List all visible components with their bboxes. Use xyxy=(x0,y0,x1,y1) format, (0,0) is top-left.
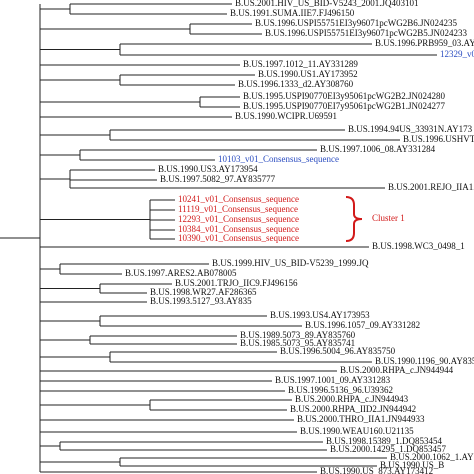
leaf-label: 10103_v01_Consensus_sequence xyxy=(218,154,339,164)
leaf-label: B.US.1997.ARES2.AB078005 xyxy=(125,268,237,278)
leaf-label: 10390_v01_Consensus_sequence xyxy=(178,233,299,243)
leaf-label: B.US.1990.1196_90.AY835756 xyxy=(375,356,474,366)
leaf-label: B.US.1998.WR27.AF286365 xyxy=(150,287,257,297)
leaf-label: B.US.1990.US_873.AY173412 xyxy=(320,466,433,474)
leaf-label: B.US.2000.THRO_IIA1.JN944933 xyxy=(297,414,425,424)
leaf-label: 11119_v01_Consensus_sequence xyxy=(178,204,298,214)
leaf-label: B.US.1990.WCIPR.U69591 xyxy=(235,111,337,121)
leaf-label: B.US.1995.USPI90770EI7y95061pcWG2B1.JN02… xyxy=(243,101,446,111)
leaf-label: B.US.1994.94US_33931N.AY173 xyxy=(348,124,473,134)
leaf-label: B.US.2000.RHPA_IID2.JN944942 xyxy=(290,404,416,414)
leaf-label: B.US.1996.USPI55751EI3y96071pcWG2B6.JN02… xyxy=(255,18,458,28)
leaf-label: B.US.1996.USPI55751EI3y96071pcWG2B5.JN02… xyxy=(265,28,468,38)
leaf-label: B.US.2001.REJO_IIA1.JN94 xyxy=(388,182,474,192)
leaf-label: 12293_v01_Consensus_sequence xyxy=(178,214,299,224)
leaf-label: B.US.1996.PRB959_03.AY xyxy=(375,38,474,48)
leaf-label: B.US.1996.1057_09.AY331282 xyxy=(305,320,420,330)
leaf-label: B.US.1993.US4.AY173953 xyxy=(270,310,370,320)
leaf-label: B.US.1997.1001_09.AY331283 xyxy=(275,375,391,385)
leaf-label: B.US.1998.15389_1.DQ853454 xyxy=(326,436,443,446)
leaf-label: B.US.1993.5127_93.AY835 xyxy=(150,296,252,306)
leaf-label: B.US.1997.1006_08.AY331284 xyxy=(320,144,436,154)
leaf-label: B.US.1998.WC3_0498_1 xyxy=(372,241,465,251)
leaf-label: B.US.2001.HIV_US_BID-V5243_2001.JQ403101 xyxy=(235,0,419,8)
leaf-label: B.US.1990.US1.AY173952 xyxy=(258,69,358,79)
cluster-label: Cluster 1 xyxy=(372,213,405,223)
leaf-label: 12329_v01_Consensus_sequence xyxy=(440,49,474,59)
leaf-label: B.US.1985.5073_95.AY835741 xyxy=(240,338,355,348)
leaf-label: B.US.1995.USPI90770EI3y95061pcWG2B2.JN02… xyxy=(243,91,446,101)
leaf-label: B.US.1997.5082_97.AY835777 xyxy=(160,174,276,184)
leaf-label: B.US.2001.TRJO_IIC9.FJ496156 xyxy=(175,278,298,288)
leaf-label: B.US.2000.1062_1.AY xyxy=(390,452,474,462)
leaf-label: B.US.1996.1333_d2.AY308760 xyxy=(238,79,354,89)
leaf-label: B.US.2000.RHPA_c.JN944944 xyxy=(340,365,454,375)
leaf-label: B.US.1999.HIV_US_BID-V5239_1999.JQ xyxy=(212,258,369,268)
leaf-label: B.US.1996.USHVTN5 xyxy=(403,134,474,144)
leaf-label: B.US.1996.5004_96.AY835750 xyxy=(280,346,396,356)
leaf-label: B.US.1996.5136_96.U39362 xyxy=(288,385,393,395)
leaf-label: 10241_v01_Consensus_sequence xyxy=(178,194,299,204)
leaf-label: B.US.2000.RHPA_c.JN944943 xyxy=(295,394,409,404)
leaf-label: B.US.1991.SUMA.IIE7.FJ496150 xyxy=(230,8,355,18)
leaf-label: B.US.1990.WEAU160.U21135 xyxy=(300,426,414,436)
leaf-label: B.US.2000.14295_1.DQ853457 xyxy=(330,444,447,454)
cluster-bracket xyxy=(345,196,363,242)
leaf-label: 10384_v01_Consensus_sequence xyxy=(178,224,299,234)
leaf-label: B.US.1990.US_B xyxy=(380,460,444,470)
leaf-label: B.US.1997.1012_11.AY331289 xyxy=(243,59,358,69)
leaf-label: B.US.1990.US3.AY173954 xyxy=(158,164,258,174)
leaf-label: B.US.1989.5073_89.AY835760 xyxy=(240,330,356,340)
